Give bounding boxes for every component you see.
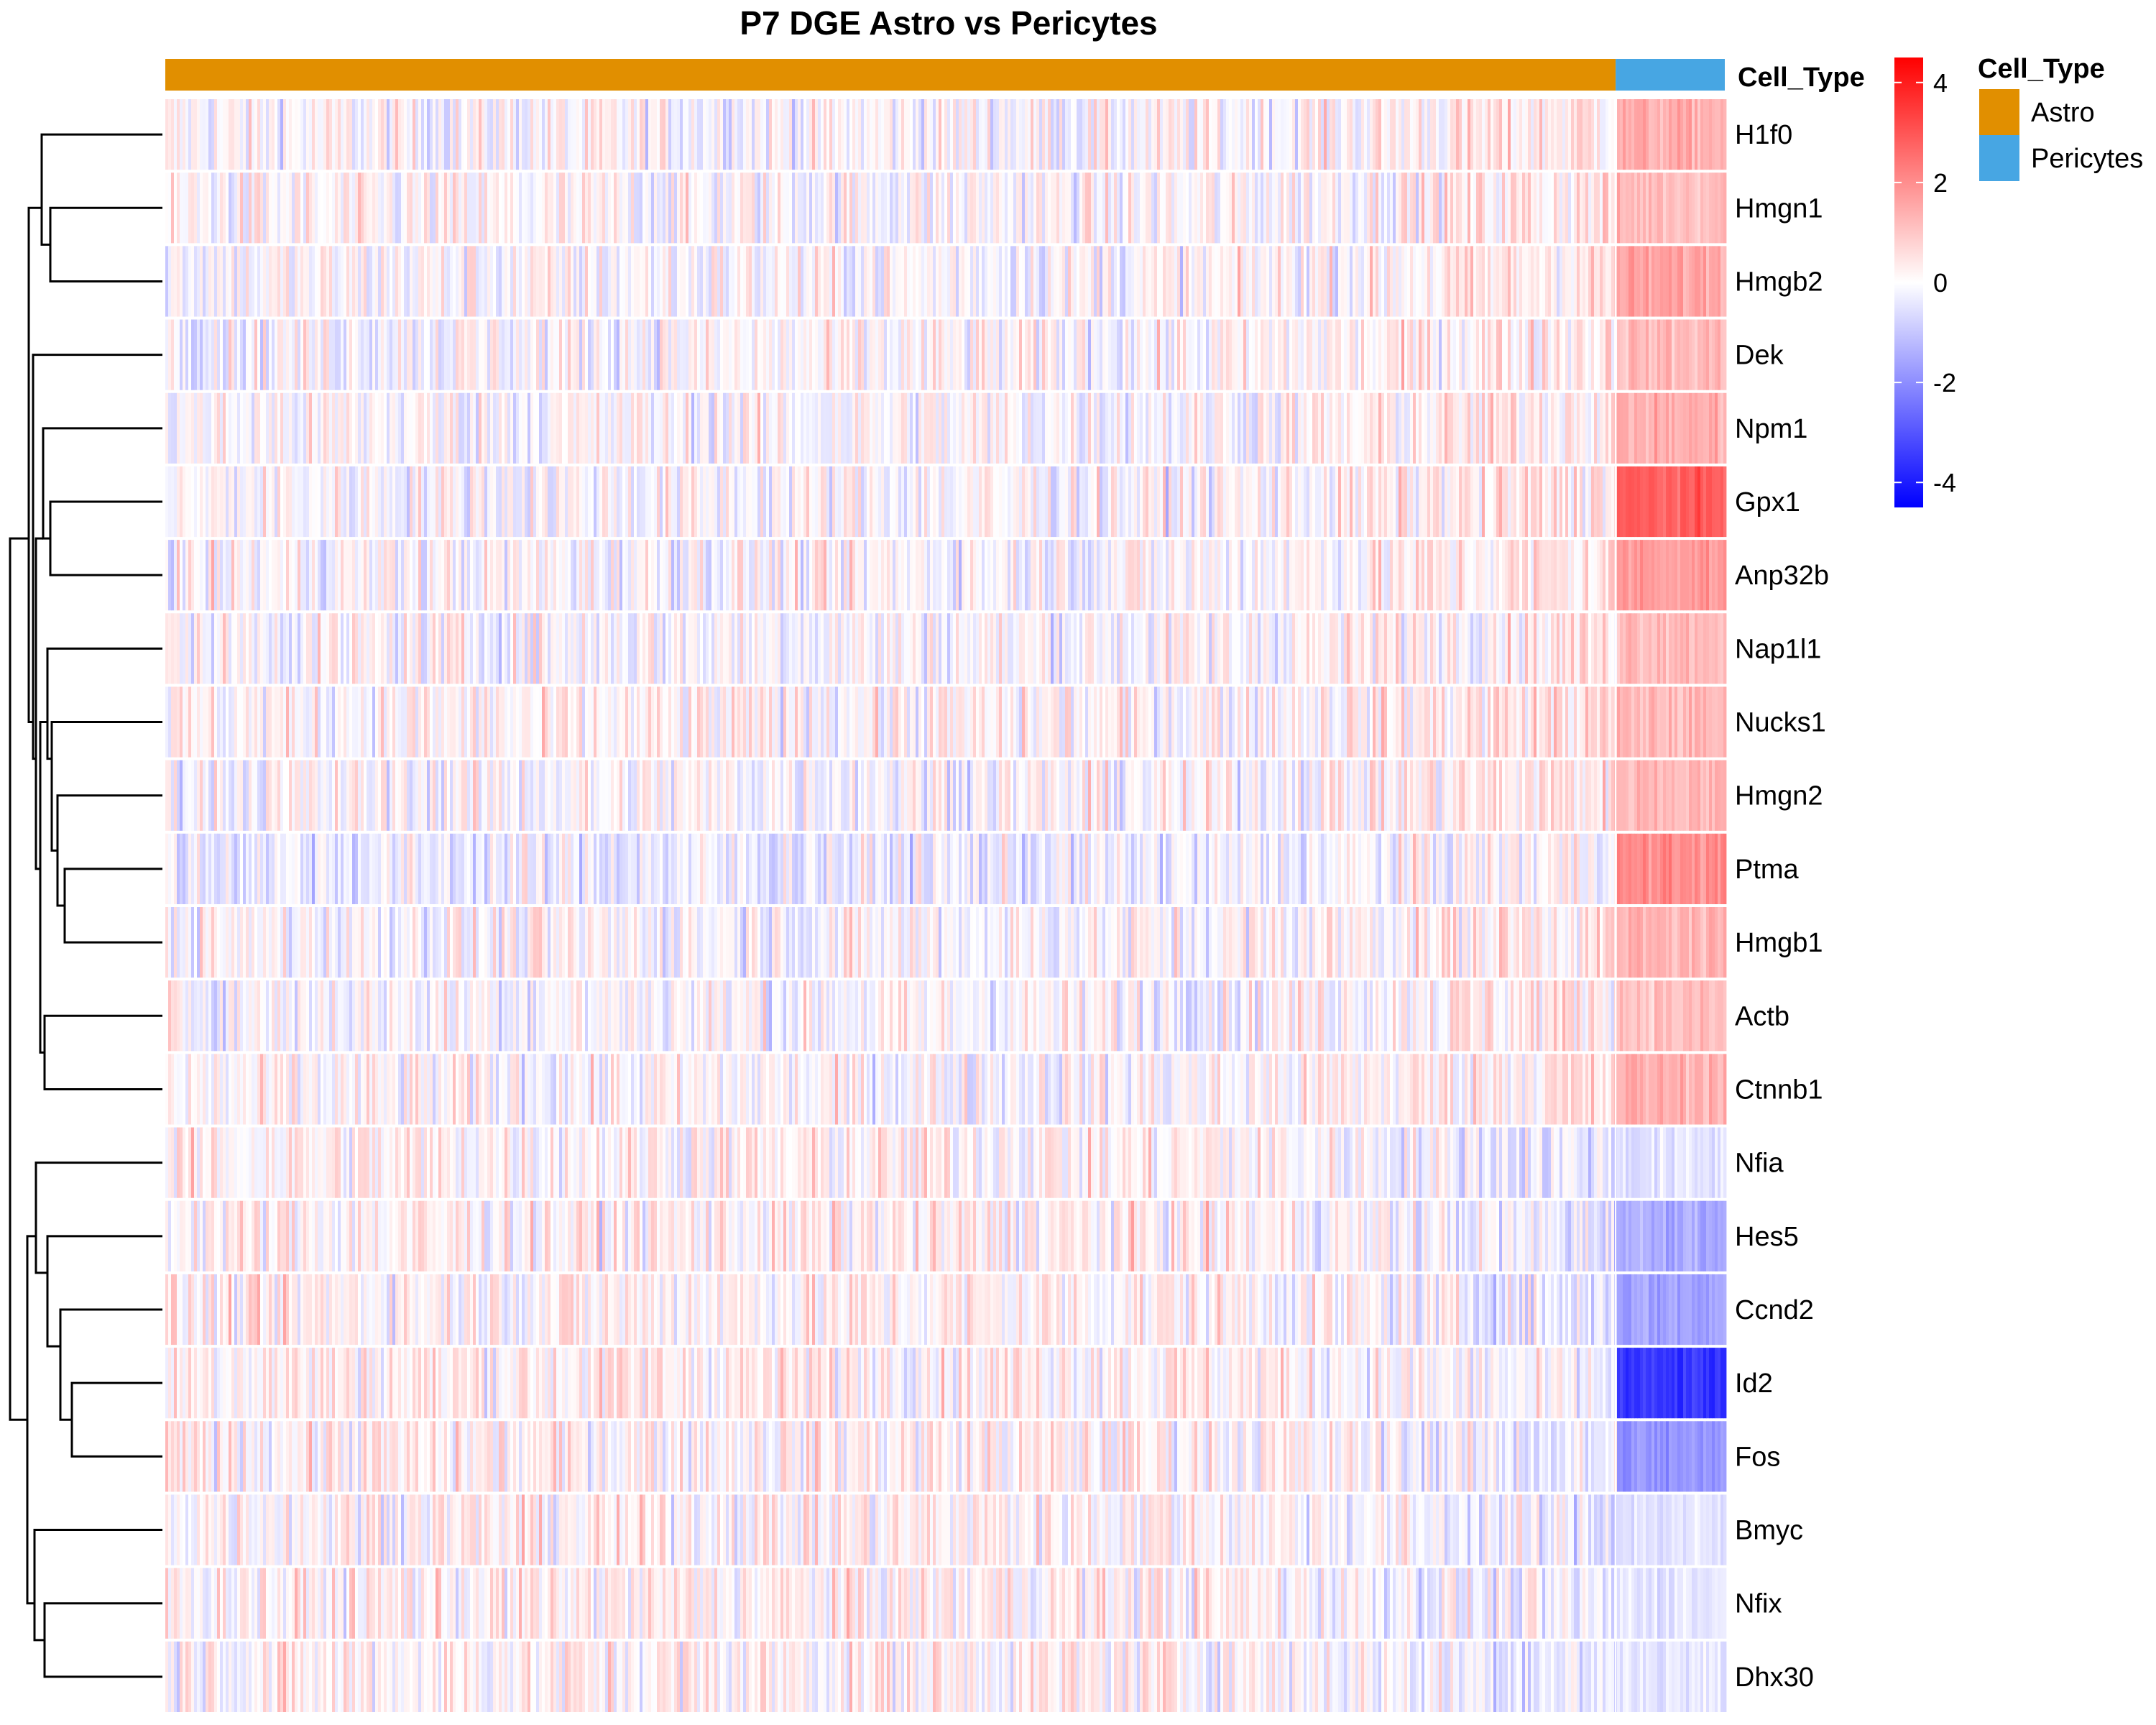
gene-label-nap1l1: Nap1l1 <box>1735 634 1821 664</box>
heatmap-row-ctnnb1 <box>165 1054 1727 1125</box>
gene-labels: H1f0 Hmgn1 Hmgb2 Dek Npm1 Gpx1 Anp32b Nap1l1 Nuc… <box>1735 120 1829 1693</box>
chart-title: P7 DGE Astro vs Pericytes <box>740 4 1157 42</box>
color-scale-tick-label: 4 <box>1933 68 1948 98</box>
heatmap-row-dek <box>165 319 1727 390</box>
annotation-segment-pericytes <box>1616 59 1725 91</box>
gene-label-nfia: Nfia <box>1735 1149 1784 1179</box>
annotation-track-label: Cell_Type <box>1738 63 1865 93</box>
heatmap-row-bmyc <box>165 1494 1727 1565</box>
legend-title: Cell_Type <box>1978 54 2105 84</box>
heatmap-row-hmgb2 <box>165 246 1727 317</box>
gene-label-gpx1: Gpx1 <box>1735 487 1800 518</box>
gene-label-dek: Dek <box>1735 341 1784 371</box>
cell-type-legend: Cell_Type Astro Pericytes <box>1978 54 2143 181</box>
heatmap-row-hmgn1 <box>165 172 1727 244</box>
legend-label-pericytes: Pericytes <box>2031 144 2143 174</box>
gene-label-fos: Fos <box>1735 1442 1780 1472</box>
gene-label-ctnnb1: Ctnnb1 <box>1735 1075 1823 1105</box>
heatmap-row-nfia <box>165 1127 1727 1198</box>
gene-label-actb: Actb <box>1735 1001 1789 1031</box>
gene-label-hmgn2: Hmgn2 <box>1735 781 1823 811</box>
heatmap-row-hmgn2 <box>165 760 1727 831</box>
color-scale-tick-label: -2 <box>1933 368 1956 397</box>
heatmap-row-nap1l1 <box>165 613 1727 684</box>
heatmap-row-nfix <box>165 1568 1727 1639</box>
heatmap-row-npm1 <box>165 392 1727 464</box>
gene-label-hmgb2: Hmgb2 <box>1735 267 1823 297</box>
heatmap-row-actb <box>165 980 1727 1052</box>
heatmap-row-id2 <box>165 1348 1727 1419</box>
annotation-segment-astro <box>165 59 1616 91</box>
legend-swatch-pericytes <box>1979 135 2019 181</box>
gene-label-npm1: Npm1 <box>1735 414 1807 444</box>
gene-label-hmgb1: Hmgb1 <box>1735 928 1823 958</box>
gene-label-id2: Id2 <box>1735 1368 1773 1399</box>
gene-label-ccnd2: Ccnd2 <box>1735 1295 1814 1325</box>
legend-swatch-astro <box>1979 89 2019 135</box>
gene-label-bmyc: Bmyc <box>1735 1516 1803 1546</box>
heatmap-row-gpx1 <box>165 466 1727 538</box>
gene-label-hes5: Hes5 <box>1735 1222 1799 1252</box>
gene-label-nucks1: Nucks1 <box>1735 708 1826 738</box>
color-scale-tick-label: 0 <box>1933 268 1948 298</box>
heatmap-row-anp32b <box>165 540 1727 611</box>
heatmap-body <box>165 98 1727 1714</box>
gene-label-hmgn1: Hmgn1 <box>1735 193 1823 224</box>
row-dendrogram <box>9 133 162 1678</box>
cell-type-annotation-bar <box>165 59 1725 91</box>
heatmap-row-hmgb1 <box>165 907 1727 978</box>
heatmap-row-dhx30 <box>165 1641 1727 1712</box>
gene-label-ptma: Ptma <box>1735 855 1800 885</box>
gene-label-h1f0: H1f0 <box>1735 120 1792 150</box>
heatmap-row-ccnd2 <box>165 1274 1727 1346</box>
gene-label-anp32b: Anp32b <box>1735 561 1829 591</box>
heatmap-row-hes5 <box>165 1200 1727 1271</box>
heatmap-row-nucks1 <box>165 686 1727 758</box>
heatmap-row-h1f0 <box>165 99 1727 170</box>
color-scale-tick-label: 2 <box>1933 168 1948 198</box>
heatmap-row-fos <box>165 1421 1727 1492</box>
legend-label-astro: Astro <box>2031 98 2095 128</box>
heatmap-row-ptma <box>165 833 1727 904</box>
gene-label-dhx30: Dhx30 <box>1735 1662 1814 1693</box>
color-scale-tick-label: -4 <box>1933 468 1956 497</box>
color-scale-legend: 4 2 0 -2 -4 <box>1894 58 1956 507</box>
gene-label-nfix: Nfix <box>1735 1589 1782 1619</box>
